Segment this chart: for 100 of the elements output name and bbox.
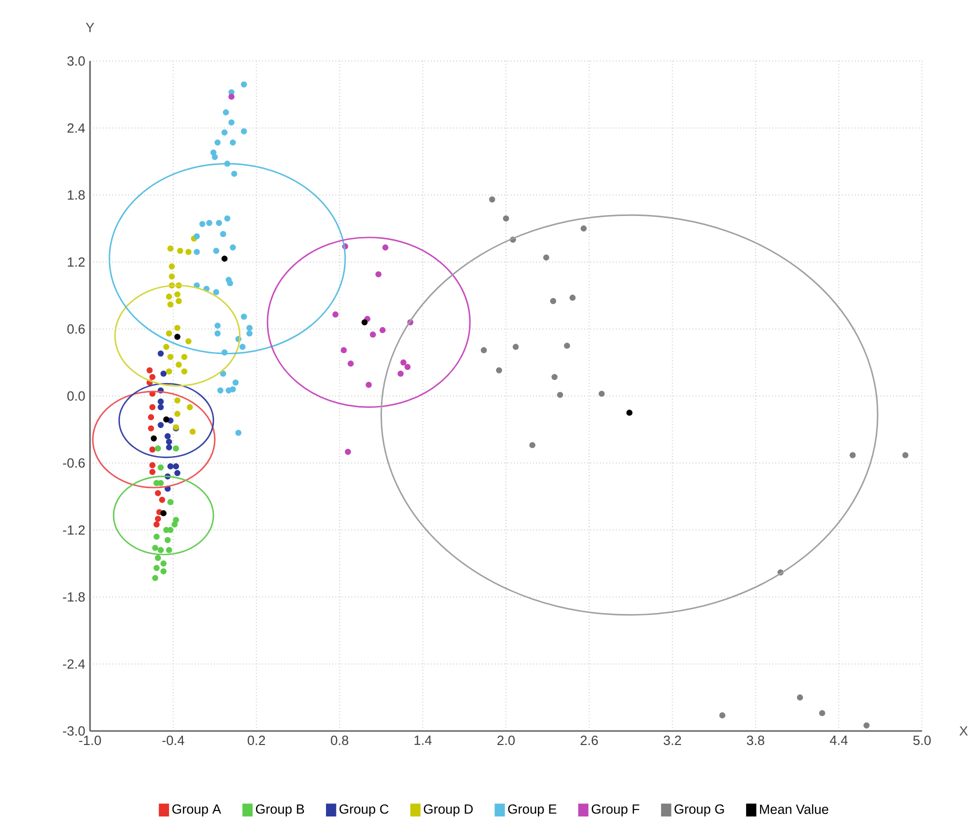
x-tick-label: 0.2 — [248, 736, 265, 746]
point — [362, 319, 368, 326]
point — [166, 330, 172, 337]
point — [480, 347, 487, 354]
y-tick-label: 1.8 — [68, 190, 85, 200]
y-tick-label: -1.8 — [63, 592, 85, 602]
point — [167, 246, 174, 252]
point — [512, 344, 519, 350]
point — [152, 544, 158, 551]
point — [246, 324, 253, 331]
point — [543, 254, 550, 261]
point — [172, 445, 180, 452]
point — [375, 271, 382, 278]
point — [529, 442, 536, 448]
point — [166, 444, 172, 450]
point — [176, 362, 182, 368]
legend-label: Group D — [424, 804, 473, 816]
point — [863, 722, 870, 728]
point — [199, 220, 206, 228]
point — [213, 248, 220, 254]
point — [370, 332, 376, 338]
y-tick-label: -1.2 — [63, 525, 85, 535]
point — [230, 386, 236, 392]
point — [230, 139, 236, 146]
point — [232, 380, 239, 386]
point — [167, 301, 174, 308]
point — [719, 712, 726, 718]
point — [598, 390, 605, 397]
x-axis-title: X — [959, 726, 968, 736]
point — [240, 128, 247, 134]
point — [148, 425, 154, 432]
point — [398, 370, 404, 377]
x-tick-label: 1.4 — [414, 736, 432, 745]
x-tick-label: -1.0 — [79, 736, 101, 746]
point — [489, 196, 496, 203]
point — [174, 397, 180, 404]
y-tick-label: -2.4 — [63, 659, 85, 669]
point — [382, 244, 388, 251]
point — [174, 324, 180, 331]
point — [158, 404, 164, 410]
point — [380, 327, 386, 334]
point — [181, 368, 188, 374]
point — [149, 446, 156, 453]
point — [246, 330, 253, 337]
legend-label: Group C — [340, 804, 389, 816]
point — [168, 273, 175, 280]
point — [216, 220, 222, 226]
point — [154, 516, 162, 522]
point — [174, 291, 180, 298]
point — [550, 298, 556, 304]
point — [177, 248, 184, 254]
y-tick-label: -3.0 — [63, 726, 85, 736]
point — [185, 248, 192, 255]
point — [166, 294, 172, 300]
point — [152, 574, 158, 582]
point — [167, 463, 174, 470]
point — [154, 534, 160, 540]
y-tick-label: 1.2 — [68, 257, 85, 267]
y-tick-label: 0.0 — [67, 391, 85, 401]
point — [158, 422, 164, 428]
point — [850, 452, 856, 458]
point — [564, 342, 570, 349]
point — [230, 244, 236, 251]
point — [220, 370, 226, 377]
point — [174, 470, 180, 476]
point — [819, 710, 826, 716]
x-tick-label: -0.4 — [162, 736, 184, 746]
point — [235, 430, 242, 436]
point — [185, 338, 192, 344]
point — [150, 435, 157, 442]
point — [149, 404, 156, 410]
x-tick-label: 5.0 — [913, 736, 931, 746]
y-tick-label: 0.6 — [67, 324, 85, 334]
point — [348, 360, 354, 367]
point — [154, 490, 162, 496]
point — [159, 496, 166, 503]
point — [400, 359, 406, 366]
point — [340, 347, 347, 354]
legend-label: Mean Value — [760, 804, 828, 814]
point — [224, 215, 230, 222]
point — [796, 694, 804, 701]
point — [146, 367, 153, 374]
point — [158, 547, 164, 554]
point — [570, 294, 576, 301]
point — [240, 81, 247, 88]
point — [902, 452, 908, 458]
point — [163, 344, 170, 350]
x-tick-label: 2.0 — [497, 736, 515, 746]
point — [214, 139, 221, 146]
point — [164, 433, 171, 440]
point — [148, 414, 154, 420]
point — [214, 322, 221, 329]
point — [158, 398, 164, 405]
point — [168, 263, 175, 270]
point — [228, 119, 234, 126]
point — [344, 448, 351, 455]
legend-label: Group E — [508, 804, 556, 816]
point — [220, 231, 226, 238]
y-tick-label: 3.0 — [67, 56, 85, 66]
point — [174, 334, 180, 340]
